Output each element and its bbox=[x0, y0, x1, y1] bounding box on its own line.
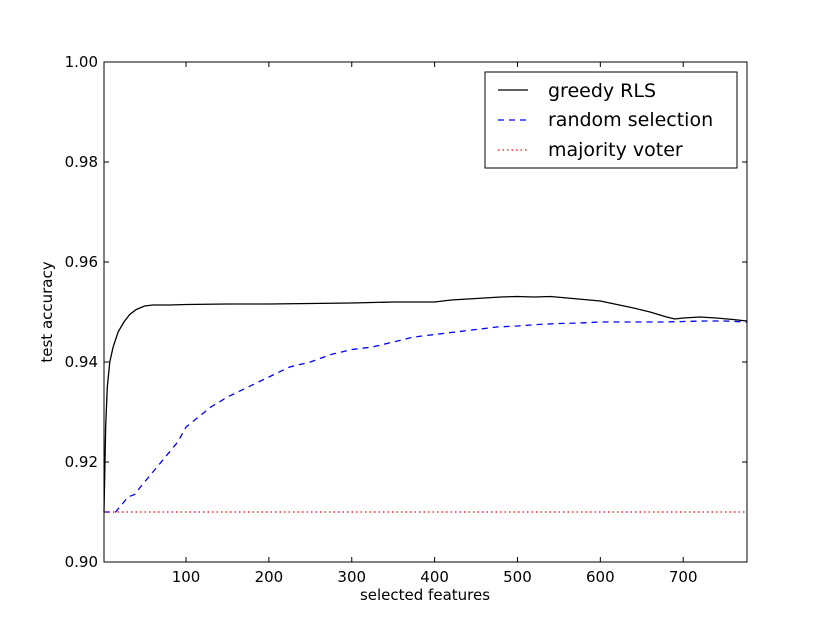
legend-label-greedy-rls: greedy RLS bbox=[548, 80, 656, 102]
y-axis-label: test accuracy bbox=[38, 261, 56, 362]
legend-box bbox=[484, 71, 738, 169]
y-tick-label: 1.00 bbox=[65, 53, 98, 71]
legend: greedy RLS random selection majority vot… bbox=[484, 71, 738, 169]
y-tick-label: 0.92 bbox=[65, 453, 98, 471]
y-tick-label: 0.94 bbox=[65, 353, 98, 371]
legend-label-majority-voter: majority voter bbox=[548, 139, 683, 161]
x-tick-label: 100 bbox=[172, 568, 201, 586]
y-tick-label: 0.90 bbox=[65, 553, 98, 571]
series-layer bbox=[103, 295, 748, 513]
x-tick-label: 500 bbox=[503, 568, 532, 586]
y-tick-label: 0.98 bbox=[65, 153, 98, 171]
x-axis-label: selected features bbox=[360, 586, 490, 604]
y-tick-label: 0.96 bbox=[65, 253, 98, 271]
x-tick-label: 600 bbox=[586, 568, 615, 586]
x-tick-label: 700 bbox=[669, 568, 698, 586]
series-line-greedy-rls bbox=[103, 295, 748, 513]
x-tick-label: 300 bbox=[337, 568, 366, 586]
x-tick-label: 200 bbox=[255, 568, 284, 586]
x-tick-label: 400 bbox=[420, 568, 449, 586]
ticks-layer: 100 200 300 400 500 600 700 0.90 0.92 0.94 0.96 0.9… bbox=[65, 53, 747, 586]
series-line-random-selection bbox=[104, 320, 748, 513]
plot-frame bbox=[103, 61, 748, 563]
legend-label-random-selection: random selection bbox=[548, 109, 713, 131]
